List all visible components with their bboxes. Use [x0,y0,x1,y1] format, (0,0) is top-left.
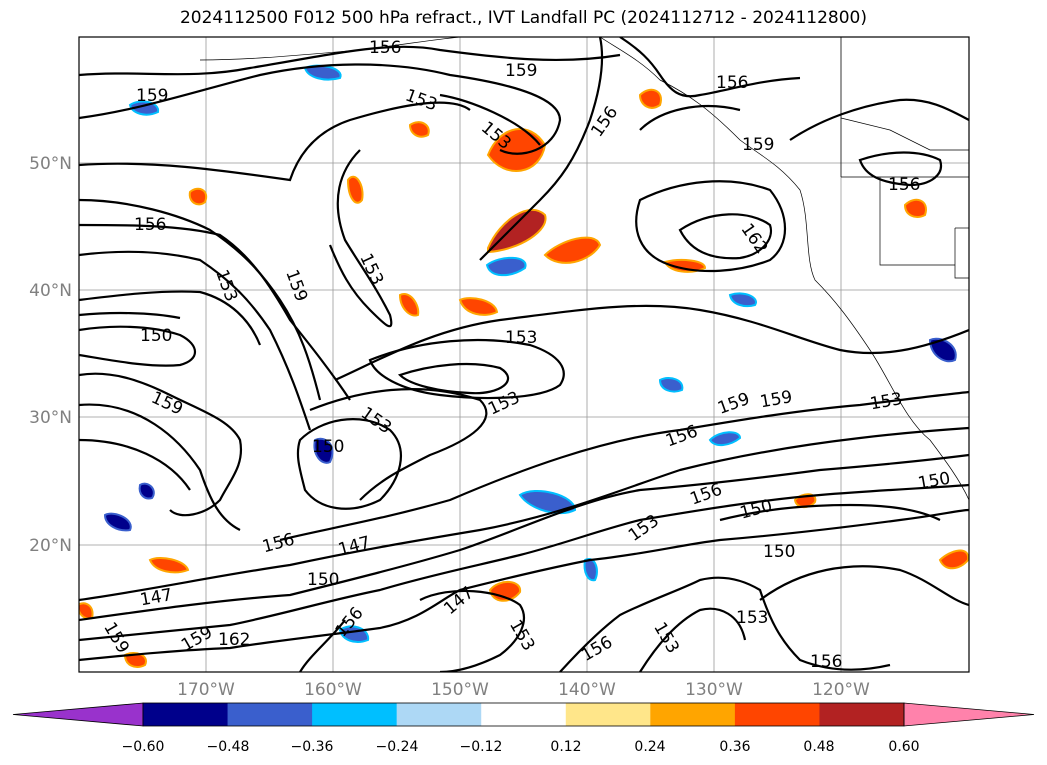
longitude-labels: 170°W 160°W 150°W 140°W 130°W 120°W [177,680,870,700]
lon-label: 120°W [812,680,870,700]
contour-label: 153 [868,389,903,414]
contour-label: 153 [357,403,395,438]
contour-label: 153 [505,328,537,348]
colorbar-tick-label: −0.60 [122,739,165,755]
colorbar-tick-label: 0.12 [550,739,581,755]
colorbar-tick-label: 0.24 [634,739,665,755]
contour-label: 150 [763,542,795,562]
colorbar-tick-label: −0.24 [376,739,419,755]
contour-label: 156 [369,38,401,58]
lat-label: 50°N [29,154,72,174]
colorbar-segment [734,703,820,726]
colorbar-tick-label: 0.48 [803,739,834,755]
colorbar-labels: −0.60 −0.48 −0.36 −0.24 −0.12 0.12 0.24 … [122,739,920,755]
colorbar-tick-label: 0.60 [888,739,919,755]
contour-label: 150 [738,496,775,524]
contour-label: 147 [440,583,478,619]
colorbar-extend-min [12,702,144,727]
lon-label: 150°W [431,680,489,700]
lat-label: 40°N [29,281,72,301]
contour-label: 156 [810,652,842,672]
lon-label: 130°W [685,680,743,700]
contour-label: 153 [505,616,539,654]
map-frame [78,36,970,673]
contour-label: 153 [355,250,387,288]
contour-label: 162 [218,630,250,650]
contour-label: 153 [736,608,768,628]
colorbar-tick-label: −0.36 [291,739,334,755]
contour-label: 147 [336,533,373,561]
colorbar-tick-label: −0.48 [207,739,250,755]
colorbar-extend-max [903,702,1035,727]
colorbar-segment [143,703,229,726]
colorbar-segment [565,703,651,726]
chart-title: 2024112500 F012 500 hPa refract., IVT La… [179,8,867,28]
height-contours [79,37,969,672]
colorbar [12,702,1035,727]
contour-label: 150 [307,570,339,590]
contour-label: 150 [140,326,172,346]
contour-label: 156 [134,215,166,235]
contour-label: 156 [663,422,700,452]
lat-label: 20°N [29,536,72,556]
contour-label: 156 [578,632,616,666]
contour-label: 150 [916,469,951,494]
contour-label: 156 [888,175,920,195]
contour-label: 159 [148,388,186,420]
contour-label: 159 [505,61,537,81]
latitude-labels: 50°N 40°N 30°N 20°N [29,154,72,556]
contour-label: 156 [716,73,748,93]
colorbar-segment [227,703,313,726]
colorbar-segment [650,703,736,726]
colorbar-segment [312,703,398,726]
contour-label: 162 [736,220,771,258]
colorbar-segment [396,703,482,726]
colorbar-tick-label: −0.12 [460,739,503,755]
contour-label: 159 [742,135,774,155]
contour-label: 150 [312,437,344,457]
contour-label: 159 [758,387,793,412]
contour-label: 159 [281,267,311,304]
lat-label: 30°N [29,408,72,428]
colorbar-segment [819,703,905,726]
contour-label: 159 [715,389,752,419]
contour-label: 159 [136,86,168,106]
lon-label: 140°W [558,680,616,700]
contour-label: 156 [260,530,297,558]
lon-label: 170°W [177,680,235,700]
lon-label: 160°W [304,680,362,700]
colorbar-segment [481,703,567,726]
coastlines [199,37,969,501]
contour-label: 153 [402,85,439,115]
colorbar-tick-label: 0.36 [719,739,750,755]
colorbar-outline [142,702,905,727]
